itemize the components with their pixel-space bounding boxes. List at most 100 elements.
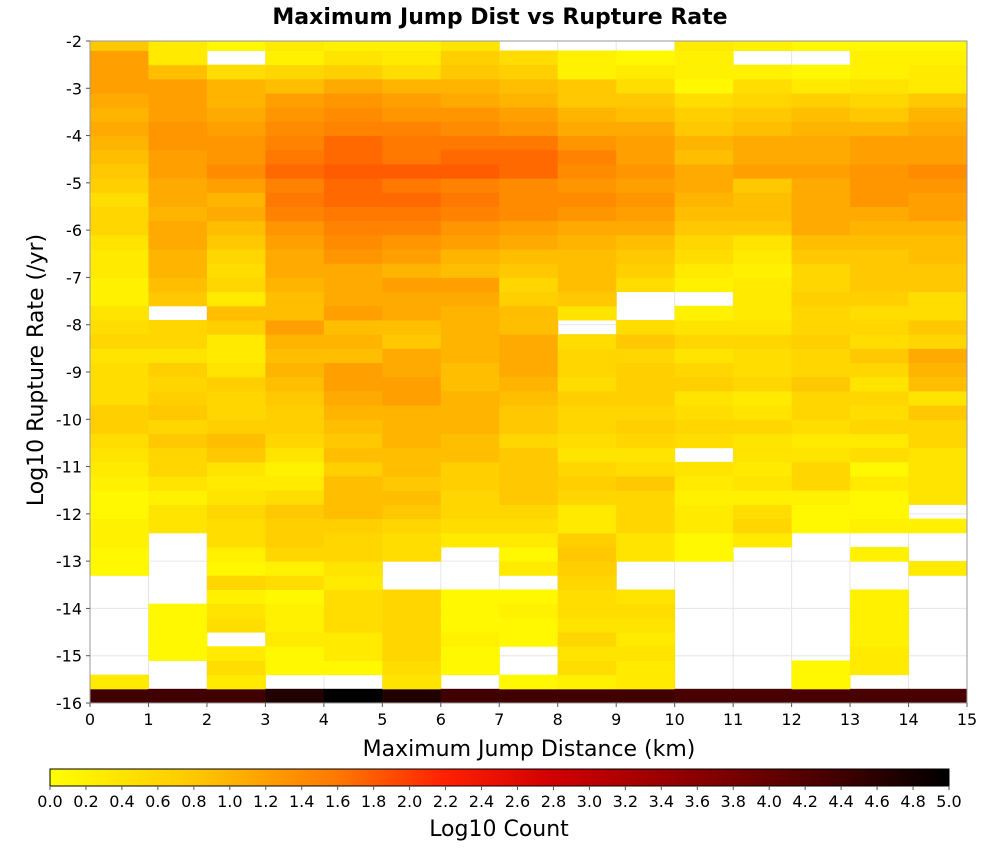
heatmap-cell: [265, 461, 325, 477]
heatmap-cell: [382, 121, 442, 137]
heatmap-cell: [206, 135, 266, 151]
heatmap-cell: [850, 107, 910, 122]
heatmap-cell: [850, 362, 910, 378]
heatmap-cells: [90, 41, 968, 704]
x-tick-label: 14: [898, 710, 918, 729]
heatmap-cell: [908, 688, 968, 704]
heatmap-cell: [440, 490, 500, 505]
heatmap-cell: [265, 546, 325, 562]
heatmap-cell: [791, 334, 851, 349]
heatmap-cell: [674, 518, 734, 534]
heatmap-cell: [90, 93, 149, 108]
heatmap-cell: [616, 603, 676, 619]
heatmap-cell: [791, 107, 851, 122]
heatmap-cell: [850, 546, 910, 562]
heatmap-cell: [791, 476, 851, 491]
colorbar-label: Log10 Count: [429, 817, 569, 842]
heatmap-cell: [674, 78, 734, 94]
heatmap-cell: [206, 93, 266, 108]
heatmap-cell: [499, 50, 559, 66]
heatmap-cell: [733, 249, 793, 264]
heatmap-cell: [557, 277, 617, 293]
heatmap-cell: [440, 405, 500, 420]
heatmap-cell: [440, 688, 500, 704]
heatmap-cell: [148, 490, 208, 505]
heatmap-cell: [499, 220, 559, 236]
heatmap-cell: [733, 135, 793, 151]
heatmap-cell: [733, 263, 793, 278]
heatmap-cell: [557, 447, 617, 463]
heatmap-cell: [382, 362, 442, 378]
y-tick-label: -6: [66, 221, 82, 240]
heatmap-cell: [323, 376, 383, 392]
heatmap-cell: [148, 93, 208, 108]
heatmap-cell: [733, 688, 793, 704]
heatmap-cell: [499, 192, 559, 207]
heatmap-cell: [90, 532, 149, 548]
heatmap-cell: [206, 603, 266, 619]
heatmap-cell: [148, 220, 208, 236]
heatmap-cell: [265, 419, 325, 434]
heatmap-cell: [733, 305, 793, 321]
heatmap-cell: [148, 405, 208, 420]
heatmap-cell: [382, 688, 442, 704]
heatmap-cell: [557, 405, 617, 420]
heatmap-cell: [265, 50, 325, 66]
heatmap-cell: [265, 107, 325, 122]
heatmap-cell: [557, 589, 617, 605]
heatmap-cell: [616, 405, 676, 420]
heatmap-cell: [499, 319, 559, 335]
heatmap-cell: [90, 334, 149, 349]
x-tick-label: 9: [611, 710, 621, 729]
heatmap-cell: [440, 646, 500, 661]
colorbar-tick-label: 3.0: [577, 792, 602, 811]
heatmap-cell: [791, 490, 851, 505]
heatmap-cell: [850, 178, 910, 193]
heatmap-cell: [148, 646, 208, 661]
colorbar-tick-label: 0.0: [37, 792, 62, 811]
heatmap-cell: [206, 688, 266, 704]
y-tick-label: -8: [66, 316, 82, 335]
heatmap-cell: [323, 149, 383, 165]
heatmap-cell: [440, 589, 500, 605]
heatmap-cell: [791, 41, 851, 51]
heatmap-cell: [791, 419, 851, 434]
heatmap-cell: [616, 135, 676, 151]
heatmap-cell: [323, 249, 383, 264]
heatmap-cell: [499, 348, 559, 364]
heatmap-cell: [616, 121, 676, 137]
colorbar-ticks: 0.0 0.2 0.4 0.6 0.8 1.0 1.2 1.4 1.6 1.8 2.0 2.2 2.4 2…: [37, 786, 962, 811]
heatmap-cell: [440, 50, 500, 66]
heatmap-cell: [148, 390, 208, 406]
heatmap-cell: [323, 476, 383, 491]
heatmap-cell: [382, 405, 442, 420]
heatmap-cell: [265, 291, 325, 307]
heatmap-cell: [323, 660, 383, 676]
heatmap-cell: [850, 334, 910, 349]
heatmap-cell: [440, 135, 500, 151]
colorbar-tick-label: 1.8: [361, 792, 386, 811]
heatmap-cell: [382, 206, 442, 222]
heatmap-cell: [323, 178, 383, 193]
colorbar-tick-label: 2.0: [397, 792, 422, 811]
heatmap-cell: [440, 263, 500, 278]
heatmap-cell: [148, 192, 208, 207]
colorbar-tick-label: 5.0: [936, 792, 961, 811]
heatmap-cell: [382, 334, 442, 349]
heatmap-cell: [148, 476, 208, 491]
heatmap-cell: [148, 376, 208, 392]
colorbar-tick-label: 2.8: [541, 792, 566, 811]
heatmap-cell: [674, 135, 734, 151]
heatmap-cell: [148, 121, 208, 137]
heatmap-cell: [850, 617, 910, 633]
heatmap-cell: [265, 504, 325, 520]
heatmap-cell: [206, 433, 266, 449]
heatmap-cell: [382, 149, 442, 165]
heatmap-cell: [323, 192, 383, 207]
heatmap-cell: [499, 546, 559, 562]
heatmap-cell: [733, 461, 793, 477]
heatmap-cell: [440, 532, 500, 548]
heatmap-cell: [674, 50, 734, 66]
heatmap-cell: [148, 362, 208, 378]
heatmap-cell: [206, 575, 266, 591]
